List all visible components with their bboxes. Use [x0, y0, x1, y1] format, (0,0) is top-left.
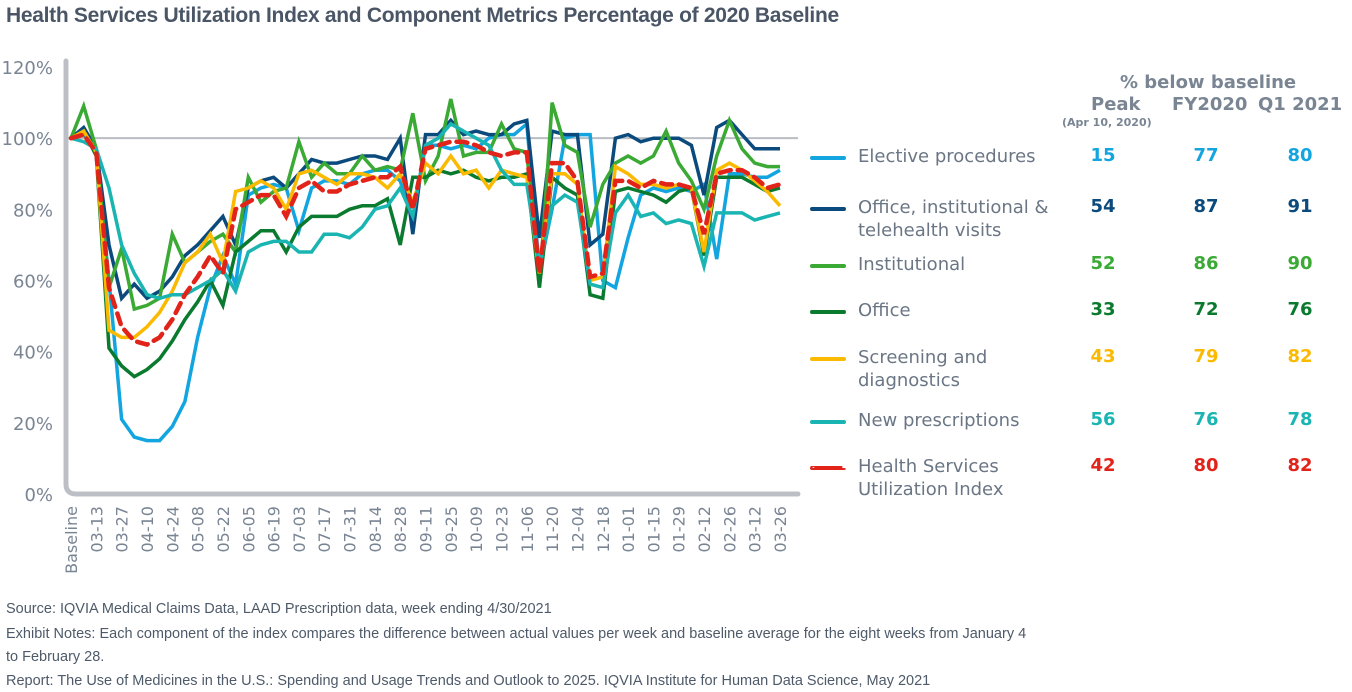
table-value-fy2020: 87	[1193, 196, 1219, 217]
legend-label: New prescriptions	[858, 410, 1020, 431]
table-value-q1-2021: 82	[1287, 455, 1313, 476]
table-value-peak: 52	[1090, 253, 1116, 274]
footer-report: Report: The Use of Medicines in the U.S.…	[6, 673, 931, 689]
x-tick-label: 08-14	[366, 506, 385, 553]
table-value-fy2020: 79	[1193, 346, 1219, 367]
table-value-fy2020: 86	[1193, 253, 1219, 274]
table-value-peak: 54	[1090, 196, 1116, 217]
x-tick-label: 02-26	[720, 506, 739, 553]
axes	[63, 58, 801, 497]
x-tick-label: 10-09	[467, 506, 486, 553]
x-tick-label: 12-04	[568, 506, 587, 553]
table-value-peak: 15	[1090, 145, 1116, 166]
x-tick-label: 05-22	[214, 506, 233, 553]
x-tick-label: 11-20	[543, 506, 562, 553]
x-axis-ticks: Baseline 03-13 03-27 04-10 04-24 05-08 05-22 06…	[62, 506, 790, 574]
x-tick-label: 03-12	[746, 506, 765, 553]
y-axis-ticks: 0% 20% 40% 60% 80% 100% 120%	[2, 58, 53, 506]
y-tick-label: 60%	[13, 272, 53, 293]
x-tick-label: 04-10	[138, 506, 157, 553]
footer-source: Source: IQVIA Medical Claims Data, LAAD …	[6, 601, 552, 617]
table-value-peak: 33	[1090, 299, 1116, 320]
table-col-peak-subtitle: (Apr 10, 2020)	[1062, 116, 1152, 129]
axis-frame	[63, 58, 801, 497]
table-value-q1-2021: 80	[1287, 145, 1313, 166]
series-line-health-services-utilization-index	[68, 132, 783, 348]
legend-line-swatch	[810, 264, 846, 268]
legend-line-swatch	[810, 156, 846, 160]
table-value-q1-2021: 91	[1287, 196, 1313, 217]
table-value-fy2020: 72	[1193, 299, 1219, 320]
table-col-peak: Peak	[1091, 94, 1141, 115]
x-tick-label: 08-28	[391, 506, 410, 553]
legend-line-swatch	[810, 420, 846, 424]
legend-label: Screening and diagnostics	[858, 347, 988, 391]
legend-label: Office, institutional & telehealth visit…	[858, 197, 1049, 241]
series-line-screening-and-diagnostics	[70, 128, 782, 340]
x-tick-label: 07-03	[290, 506, 309, 553]
table-value-peak: 43	[1090, 346, 1116, 367]
x-tick-label: 11-06	[518, 506, 537, 553]
x-tick-label: 05-08	[189, 506, 208, 553]
x-tick-label: 09-11	[417, 506, 436, 553]
legend-label: Elective procedures	[858, 146, 1036, 167]
y-tick-label: 0%	[24, 485, 53, 506]
footer-notes-line2: to February 28.	[6, 649, 105, 665]
table-col-q1-2021: Q1 2021	[1258, 94, 1343, 115]
line-chart: 0% 20% 40% 60% 80% 100% 120% Baseline 03-13 03-2…	[2, 58, 801, 574]
table-value-q1-2021: 90	[1287, 253, 1313, 274]
x-tick-label: 06-05	[239, 506, 258, 553]
y-tick-label: 120%	[2, 58, 53, 79]
legend-line-swatch	[810, 310, 846, 314]
x-tick-label: 01-29	[670, 506, 689, 553]
legend-line-swatch	[810, 207, 846, 211]
table-value-q1-2021: 76	[1287, 299, 1313, 320]
x-tick-label: 01-01	[619, 506, 638, 553]
table-value-peak: 56	[1090, 409, 1116, 430]
legend-line-swatch	[810, 357, 846, 361]
y-tick-label: 40%	[13, 343, 53, 364]
series-lines	[68, 98, 783, 443]
y-tick-label: 80%	[13, 200, 53, 221]
x-tick-label: 06-19	[265, 506, 284, 553]
x-tick-label: 01-15	[644, 506, 663, 553]
x-tick-label: 09-25	[442, 506, 461, 553]
legend-dashed-line-swatch	[810, 466, 846, 470]
x-tick-label: 02-12	[695, 506, 714, 553]
y-tick-label: 100%	[2, 129, 53, 150]
footer-notes-line1: Exhibit Notes: Each component of the ind…	[6, 626, 1027, 642]
table-value-fy2020: 77	[1193, 145, 1219, 166]
series-line-office	[70, 128, 781, 379]
x-tick-label: 04-24	[163, 506, 182, 553]
x-tick-label: 12-18	[594, 506, 613, 553]
table-value-fy2020: 76	[1193, 409, 1219, 430]
x-tick-label: 07-31	[341, 506, 360, 553]
legend-label: Institutional	[858, 254, 966, 275]
table-value-q1-2021: 82	[1287, 346, 1313, 367]
x-tick-label: 10-23	[492, 506, 511, 553]
legend-table: % below baseline Peak (Apr 10, 2020) FY2…	[808, 0, 1352, 520]
y-tick-label: 20%	[13, 414, 53, 435]
legend-label: Office	[858, 300, 911, 321]
table-value-peak: 42	[1090, 455, 1116, 476]
x-tick-label: 03-27	[113, 506, 132, 553]
x-tick-label: 07-17	[315, 506, 334, 553]
x-tick-label: Baseline	[62, 506, 81, 574]
x-tick-label: 03-26	[771, 506, 790, 553]
table-heading: % below baseline	[1120, 72, 1297, 93]
legend-label: Health Services Utilization Index	[858, 456, 1004, 500]
x-tick-label: 03-13	[87, 506, 106, 553]
table-value-q1-2021: 78	[1287, 409, 1313, 430]
table-col-fy2020: FY2020	[1172, 94, 1248, 115]
table-value-fy2020: 80	[1193, 455, 1219, 476]
chart-title: Health Services Utilization Index and Co…	[6, 4, 839, 27]
